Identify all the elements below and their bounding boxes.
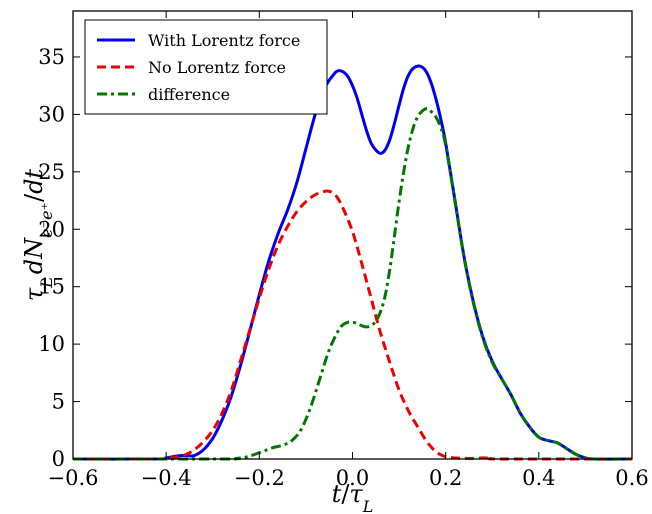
x-tick-label: 0.6 — [615, 466, 648, 490]
series-line-0 — [72, 64, 633, 461]
x-tick-label: 0.2 — [429, 466, 462, 490]
legend-label-2: difference — [148, 85, 230, 104]
x-tick-label: 0.4 — [522, 466, 555, 490]
y-label-rest: / — [20, 193, 48, 202]
series-line-2 — [72, 107, 633, 461]
y-axis-label: τLdNe⁻e⁺/dt — [20, 169, 56, 302]
y-tick-label: 35 — [38, 45, 65, 69]
x-tick-label: −0.2 — [234, 466, 285, 490]
y-tick-label: 10 — [38, 332, 65, 356]
x-label-tau: τ — [349, 480, 363, 508]
y-tick-label: 20 — [38, 217, 65, 241]
x-axis-label: t/τL — [332, 480, 374, 514]
y-label-dn-sub: e⁻e⁺ — [37, 202, 56, 238]
y-tick-label: 30 — [38, 102, 65, 126]
y-tick-label: 15 — [38, 275, 65, 299]
plot-lines — [72, 64, 633, 461]
legend: With Lorentz force No Lorentz force differ… — [84, 19, 328, 115]
y-label-tau: τ — [20, 287, 48, 301]
y-label-dt: dt — [20, 169, 48, 194]
x-tick-label: −0.4 — [141, 466, 192, 490]
x-label-slash: / — [341, 480, 350, 508]
x-tick-label: 0.0 — [336, 466, 369, 490]
y-tick-label: 0 — [52, 447, 65, 471]
x-label-sub: L — [362, 497, 374, 514]
legend-label-0: With Lorentz force — [148, 31, 300, 50]
series-line-1 — [72, 189, 633, 461]
x-label-t: t — [332, 480, 342, 508]
legend-label-1: No Lorentz force — [148, 58, 286, 77]
y-tick-label: 5 — [52, 390, 65, 414]
y-tick-label: 25 — [38, 160, 65, 184]
y-label-dn: dN — [20, 237, 48, 274]
x-tick-label: −0.6 — [48, 466, 99, 490]
tick-labels: −0.6 −0.4 −0.2 0.0 0.2 0.4 0.6 0 5 10 15 20 25 30 35 — [38, 45, 648, 490]
y-label-tau-sub: L — [37, 277, 56, 289]
axis-ticks — [72, 11, 633, 460]
